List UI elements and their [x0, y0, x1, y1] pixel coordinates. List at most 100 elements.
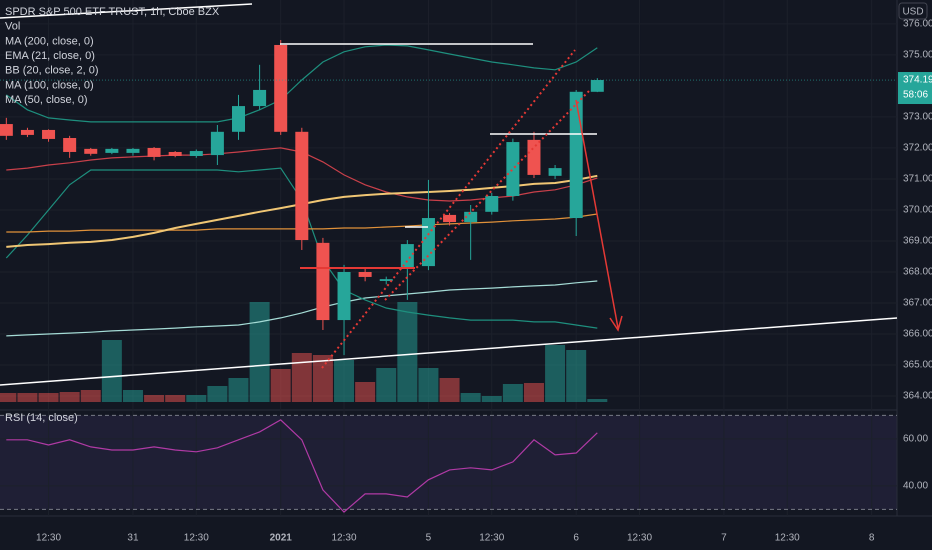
volume-bar: [439, 378, 460, 402]
candle-body: [126, 148, 140, 153]
volume-bar: [38, 393, 59, 402]
legend-entry: MA (50, close, 0): [5, 94, 88, 106]
y-tick-label: 371.00: [903, 174, 932, 185]
volume-bar: [418, 368, 439, 402]
candle-body: [379, 279, 393, 281]
volume-bar: [59, 392, 80, 402]
volume-bar: [545, 345, 566, 402]
candle-body: [63, 138, 77, 152]
rsi-tick-label: 40.00: [903, 481, 928, 492]
candle-body: [527, 139, 541, 175]
candle-body: [464, 211, 478, 223]
volume-bar: [376, 368, 397, 402]
y-tick-label: 365.00: [903, 360, 932, 371]
candle-body: [253, 89, 267, 107]
y-tick-label: 373.00: [903, 112, 932, 123]
candle-body: [274, 44, 288, 132]
volume-bar: [566, 350, 587, 402]
channel-line: [384, 89, 591, 301]
candle-body: [189, 151, 203, 156]
volume-bar: [291, 353, 312, 402]
volume-bar: [207, 386, 228, 402]
candle-body: [485, 196, 499, 212]
candle-body: [443, 214, 457, 223]
countdown: 58:06: [903, 90, 928, 101]
candle-body: [231, 106, 245, 132]
arrow-shaft: [575, 99, 619, 329]
y-tick-label: 372.00: [903, 143, 932, 154]
y-tick-label: 370.00: [903, 205, 932, 216]
legend-entry: Vol: [5, 21, 20, 33]
y-tick-label: 368.00: [903, 267, 932, 278]
volume-bar: [80, 390, 101, 402]
legend-entry: MA (100, close, 0): [5, 79, 94, 91]
drawings: [0, 3, 898, 386]
candle-body: [548, 168, 562, 176]
chart-title: SPDR S&P 500 ETF TRUST, 1h, Cboe BZX: [5, 6, 220, 18]
grid: [0, 0, 897, 516]
volume-bar: [101, 340, 122, 402]
volume-bar: [355, 382, 376, 402]
volume-bar: [481, 396, 502, 402]
volume-bar: [312, 355, 333, 402]
candle-body: [42, 129, 56, 139]
last-price-box: [898, 72, 932, 105]
candle-body: [569, 91, 583, 219]
candle-body: [0, 124, 13, 136]
bb-upper: [5, 44, 598, 123]
legend-entry: MA (200, close, 0): [5, 35, 94, 47]
y-tick-label: 364.00: [903, 391, 932, 402]
y-tick-label: 376.00: [903, 19, 932, 30]
volume-bar: [587, 399, 608, 402]
candle-body: [590, 80, 604, 92]
x-tick-label: 12:30: [775, 533, 800, 544]
volume-bar: [460, 393, 481, 402]
candle-body: [147, 147, 161, 157]
y-tick-label: 375.00: [903, 50, 932, 61]
x-tick-label: 12:30: [627, 533, 652, 544]
legend: SPDR S&P 500 ETF TRUST, 1h, Cboe BZX Vol M…: [5, 6, 220, 106]
currency-box: [898, 2, 928, 20]
candle-body: [295, 131, 309, 241]
volume-bar: [270, 369, 291, 402]
x-tick-label: 12:30: [479, 533, 504, 544]
candle-body: [105, 148, 119, 153]
candle-body: [358, 271, 372, 277]
x-tick-label: 12:30: [184, 533, 209, 544]
volume-bar: [186, 395, 207, 402]
volume-bar: [334, 360, 355, 402]
y-tick-label: 367.00: [903, 298, 932, 309]
trend-line: [0, 3, 253, 19]
volume-bar: [249, 302, 270, 402]
volume: [0, 302, 608, 402]
x-tick-label: 5: [426, 533, 432, 544]
indicator-line: [6, 280, 598, 337]
volume-bar: [17, 393, 38, 402]
trend-line: [0, 317, 898, 386]
rsi-pane: 60.00 40.00 RSI (14, close): [0, 412, 928, 513]
candle-body: [210, 131, 224, 156]
x-tick-label: 12:30: [36, 533, 61, 544]
y-tick-label: 369.00: [903, 236, 932, 247]
arrow-head: [609, 315, 623, 332]
volume-bar: [502, 384, 523, 402]
volume-bar: [122, 390, 143, 402]
y-tick-label: 366.00: [903, 329, 932, 340]
rsi-line: [6, 419, 598, 513]
candle-body: [506, 142, 520, 197]
candle-body: [168, 151, 182, 156]
x-tick-label: 7: [721, 533, 727, 544]
currency: USD: [902, 7, 923, 18]
volume-bar: [165, 395, 186, 402]
volume-bar: [144, 395, 165, 402]
rsi-tick-label: 60.00: [903, 434, 928, 445]
x-tick-label: 8: [869, 533, 875, 544]
volume-bar: [523, 383, 544, 402]
rsi-name: RSI (14, close): [5, 412, 78, 424]
rsi-band: [0, 415, 897, 510]
volume-bar: [228, 378, 249, 402]
candle-body: [84, 148, 98, 154]
volume-bar: [0, 393, 17, 402]
candle-body: [20, 129, 34, 135]
